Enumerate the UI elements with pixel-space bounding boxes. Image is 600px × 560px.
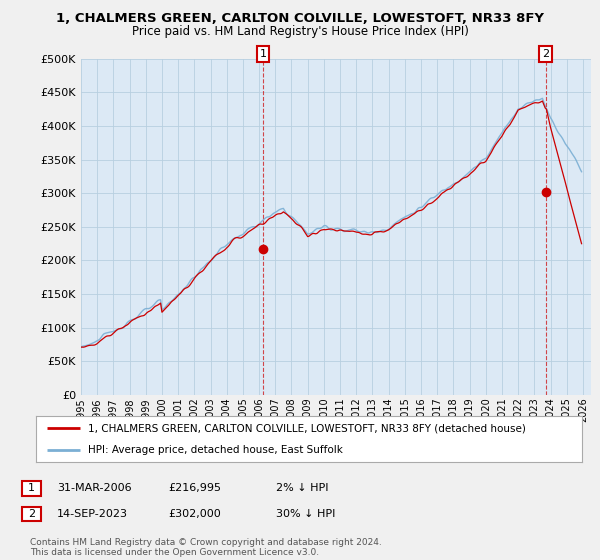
Text: £216,995: £216,995 (168, 483, 221, 493)
Text: 2% ↓ HPI: 2% ↓ HPI (276, 483, 329, 493)
Text: £302,000: £302,000 (168, 509, 221, 519)
Text: 31-MAR-2006: 31-MAR-2006 (57, 483, 131, 493)
Text: 30% ↓ HPI: 30% ↓ HPI (276, 509, 335, 519)
Text: Price paid vs. HM Land Registry's House Price Index (HPI): Price paid vs. HM Land Registry's House … (131, 25, 469, 38)
Text: 1: 1 (260, 49, 266, 59)
Text: 1, CHALMERS GREEN, CARLTON COLVILLE, LOWESTOFT, NR33 8FY (detached house): 1, CHALMERS GREEN, CARLTON COLVILLE, LOW… (88, 423, 526, 433)
Text: 2: 2 (542, 49, 550, 59)
Text: 1, CHALMERS GREEN, CARLTON COLVILLE, LOWESTOFT, NR33 8FY: 1, CHALMERS GREEN, CARLTON COLVILLE, LOW… (56, 12, 544, 25)
Text: 2: 2 (28, 509, 35, 519)
Text: HPI: Average price, detached house, East Suffolk: HPI: Average price, detached house, East… (88, 445, 343, 455)
Text: 14-SEP-2023: 14-SEP-2023 (57, 509, 128, 519)
Text: Contains HM Land Registry data © Crown copyright and database right 2024.
This d: Contains HM Land Registry data © Crown c… (30, 538, 382, 557)
Text: 1: 1 (28, 483, 35, 493)
